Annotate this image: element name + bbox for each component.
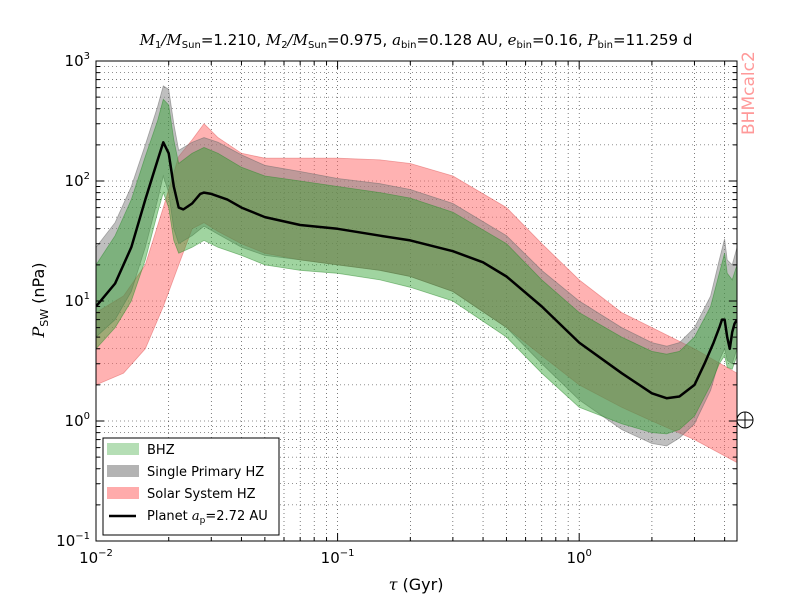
legend-swatch-solar-system [107,487,139,499]
legend-label-single-primary: Single Primary HZ [147,465,264,480]
y-tick-label: 102 [65,171,90,190]
y-tick-label: 103 [65,51,90,70]
band-bhz [96,98,737,435]
planet-line [96,141,737,400]
legend: BHZ Single Primary HZ Solar System HZ Pl… [102,437,280,536]
y-axis-label: PSW (nPa) [29,262,51,338]
x-tick-label: 10−1 [321,548,355,567]
planet-line-layer [96,141,737,400]
earth-marker [736,411,754,429]
band-single-primary-hz [96,85,737,447]
legend-label-solar-system: Solar System HZ [147,487,256,502]
chart-title: M1/MSun=1.210, M2/MSun=0.975, abin=0.128… [139,31,693,51]
y-tick-label: 101 [65,291,90,310]
legend-box [102,437,280,536]
watermark: BHMcalc2 [739,51,759,135]
bands [96,85,737,464]
legend-label-planet: Planet ap=2.72 AU [147,509,268,526]
x-tick-label: 100 [566,548,591,567]
legend-label-bhz: BHZ [147,443,175,458]
y-tick-label: 100 [65,411,90,430]
y-tick-label: 10−1 [56,531,90,550]
plot-frame [95,60,738,542]
x-axis-label: τ (Gyr) [389,575,444,594]
x-tick-label: 10−2 [79,548,113,567]
legend-swatch-bhz [107,443,139,455]
legend-swatch-single-primary [107,465,139,477]
